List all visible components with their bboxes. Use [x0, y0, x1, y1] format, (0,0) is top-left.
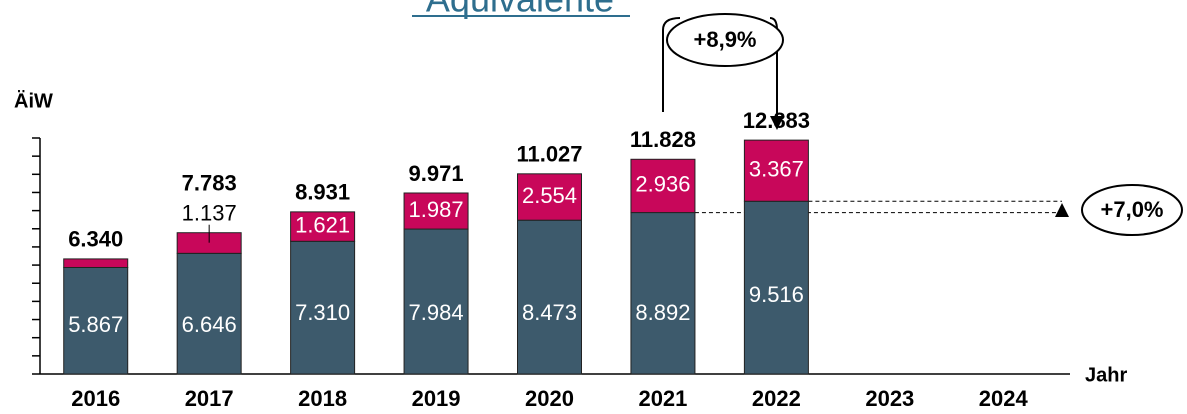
total-label: 12.883: [743, 108, 810, 133]
bar-segment: [176, 252, 242, 375]
total-label: 11.828: [630, 127, 696, 152]
bar-segment: [630, 212, 696, 375]
bar-segment: [290, 211, 356, 242]
annotation: +8,9%: [694, 27, 757, 52]
bar-segment: [403, 192, 469, 230]
x-tick-label: 2023: [865, 386, 914, 411]
annotation-ellipse: [666, 13, 784, 67]
x-tick-label: 2018: [298, 386, 347, 411]
value-label: 9.516: [749, 282, 804, 307]
bar-segment: [63, 258, 129, 268]
value-label: 5.867: [68, 312, 123, 337]
annotation-ellipse: [1081, 184, 1183, 236]
annotation: +7,0%: [1101, 197, 1164, 222]
x-tick-label: 2017: [185, 386, 234, 411]
value-label: 1.137: [182, 201, 237, 226]
x-tick-label: 2024: [979, 386, 1029, 411]
bar-segment: [743, 139, 809, 202]
y-axis-label: ÄiW: [14, 89, 53, 112]
bar-segment: [63, 266, 129, 375]
value-label: 7.310: [295, 300, 350, 325]
value-label: 6.646: [182, 312, 237, 337]
value-label: 7.984: [409, 300, 464, 325]
x-tick-label: 2022: [752, 386, 801, 411]
value-label: 3.367: [749, 156, 804, 181]
total-label: 7.783: [182, 171, 237, 196]
x-tick-label: 2019: [412, 386, 461, 411]
x-axis-label: Jahr: [1085, 364, 1127, 386]
value-label: 8.892: [635, 300, 690, 325]
chart-title: Äquivalente: [426, 0, 614, 20]
bar-segment: [517, 219, 582, 375]
value-label: 2.554: [522, 183, 577, 208]
value-label: 1.987: [409, 197, 464, 222]
arrow-head: [1055, 203, 1069, 217]
total-label: 8.931: [295, 180, 350, 205]
total-label: 6.340: [68, 227, 123, 252]
x-tick-label: 2016: [71, 386, 120, 411]
bar-segment: [743, 200, 809, 375]
bar-segment: [517, 173, 582, 221]
x-tick-label: 2020: [525, 386, 574, 411]
value-label: 8.473: [522, 300, 577, 325]
total-label: 11.027: [516, 142, 582, 167]
bar-segment: [290, 240, 356, 375]
arrow-head: [770, 116, 784, 130]
value-label: 1.621: [295, 212, 350, 237]
x-tick-label: 2021: [638, 386, 687, 411]
total-label: 9.971: [409, 161, 464, 186]
bar-segment: [403, 228, 469, 375]
value-label: 2.936: [635, 172, 690, 197]
bar-segment: [630, 158, 696, 214]
